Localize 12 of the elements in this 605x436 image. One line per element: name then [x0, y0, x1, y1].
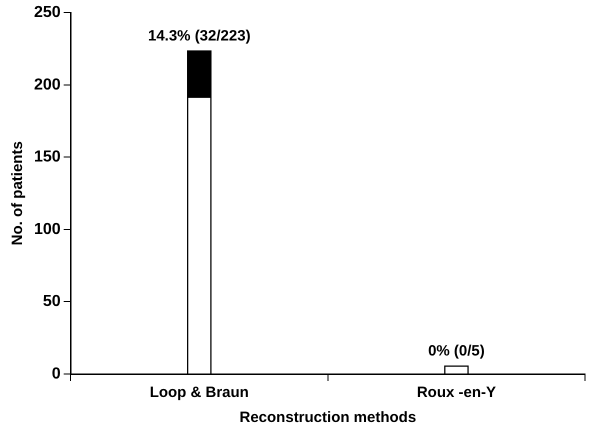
total-label: 0% (0/5) [428, 342, 485, 360]
x-axis-title: Reconstruction methods [240, 409, 416, 426]
y-axis-title: No. of patients [9, 141, 26, 246]
y-tick-label: 50 [42, 293, 61, 310]
y-tick-label: 200 [34, 76, 61, 94]
x-tick-label: Roux -en-Y [416, 384, 496, 402]
y-tick-label: 0 [52, 365, 61, 382]
total-label: 14.3% (32/223) [148, 27, 251, 44]
y-tick-label: 250 [34, 4, 61, 22]
x-tick-label: Loop & Braun [150, 384, 249, 402]
y-tick-label: 100 [34, 220, 61, 238]
y-tick-label: 150 [34, 148, 61, 166]
